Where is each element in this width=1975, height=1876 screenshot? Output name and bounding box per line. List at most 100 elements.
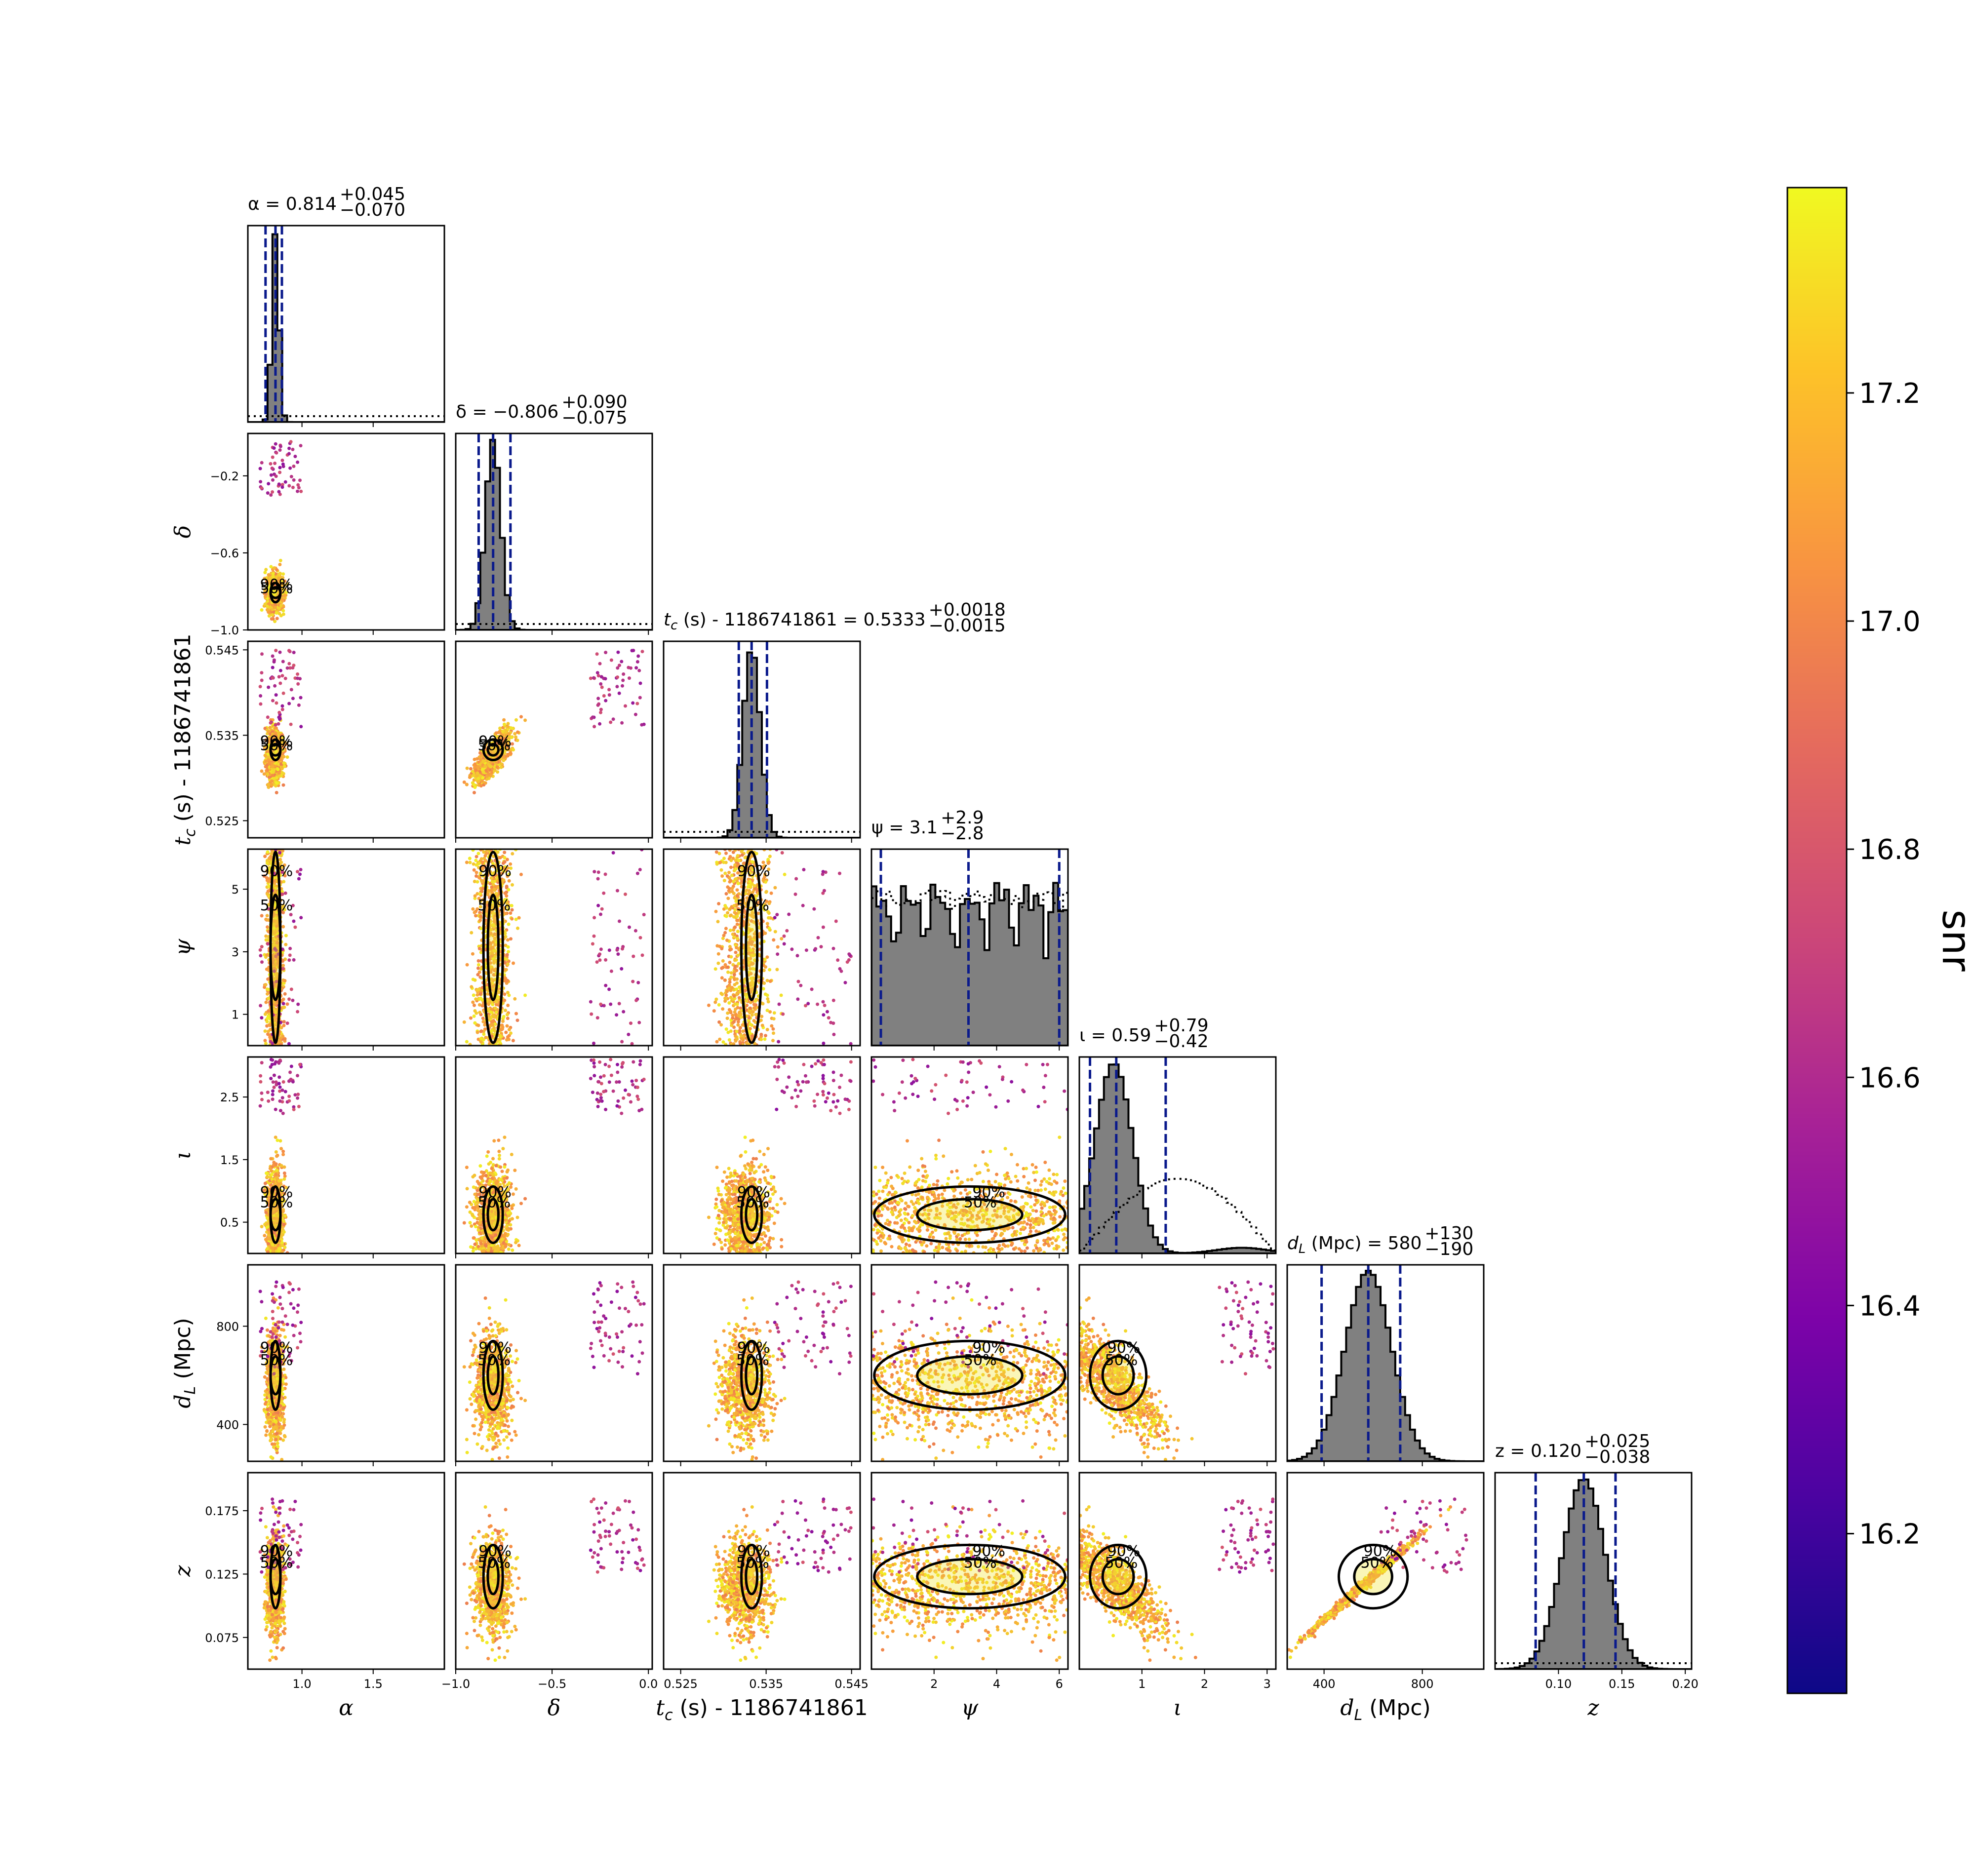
sample-point xyxy=(281,691,285,695)
sample-point xyxy=(510,904,514,907)
sample-point xyxy=(271,699,275,703)
sample-point xyxy=(476,780,480,783)
sample-point xyxy=(268,1035,272,1039)
sample-point xyxy=(299,696,303,700)
sample-point xyxy=(273,967,276,970)
sample-point xyxy=(293,925,297,929)
sample-point xyxy=(478,751,482,755)
sample-point xyxy=(299,444,303,448)
sample-point xyxy=(278,470,282,474)
y-tick-label: 3 xyxy=(232,945,239,959)
sample-point xyxy=(487,772,491,776)
sample-point xyxy=(492,916,496,920)
sample-point xyxy=(503,860,507,864)
sample-point xyxy=(280,598,284,602)
sample-point xyxy=(266,977,270,981)
sample-point xyxy=(502,1015,506,1018)
sample-point xyxy=(478,910,482,914)
sample-point xyxy=(599,675,603,679)
sample-point xyxy=(283,480,287,484)
sample-point xyxy=(502,718,506,722)
sample-point xyxy=(287,958,291,962)
sample-point xyxy=(477,861,481,865)
sample-point xyxy=(263,577,267,581)
sample-point xyxy=(462,780,466,784)
sample-point xyxy=(260,608,264,612)
sample-point xyxy=(503,856,507,860)
sample-point xyxy=(474,863,478,867)
sample-point xyxy=(604,983,608,987)
sample-point xyxy=(506,962,510,966)
sample-point xyxy=(265,892,269,896)
sample-point xyxy=(266,491,270,495)
sample-point xyxy=(506,754,510,758)
sample-point xyxy=(489,1010,493,1014)
sample-point xyxy=(636,654,640,658)
sample-point xyxy=(592,725,596,729)
sample-point xyxy=(599,947,603,951)
sample-point xyxy=(481,874,485,878)
sample-point xyxy=(267,907,271,911)
sample-point xyxy=(472,773,475,777)
sample-point xyxy=(515,1018,519,1022)
sample-point xyxy=(590,1012,593,1016)
sample-point xyxy=(471,1000,475,1004)
sample-point xyxy=(462,1020,466,1024)
sample-point xyxy=(296,870,299,874)
sample-point xyxy=(276,768,280,771)
sample-point xyxy=(490,771,494,775)
sample-point xyxy=(274,649,278,653)
sample-point xyxy=(271,957,275,961)
sample-point xyxy=(263,571,267,575)
sample-point xyxy=(476,765,480,769)
title-plus-tc: +0.0018 xyxy=(929,600,1006,620)
sample-point xyxy=(503,998,507,1002)
sample-point xyxy=(281,736,285,740)
sample-point xyxy=(509,752,513,755)
sample-point xyxy=(271,607,274,611)
sample-point xyxy=(497,731,501,735)
sample-point xyxy=(480,1004,484,1008)
sample-point xyxy=(620,1040,624,1044)
sample-point xyxy=(282,588,286,592)
sample-point xyxy=(272,660,276,664)
sample-point xyxy=(485,987,489,991)
sample-point xyxy=(634,998,638,1002)
sample-point xyxy=(274,726,277,730)
sample-point xyxy=(599,1002,603,1006)
sample-point xyxy=(278,1037,282,1041)
sample-point xyxy=(474,768,478,772)
sample-point xyxy=(617,691,621,695)
sample-point xyxy=(278,858,282,861)
sample-point xyxy=(516,926,519,930)
sample-point xyxy=(489,760,493,764)
sample-point xyxy=(287,484,291,488)
sample-point xyxy=(642,913,646,917)
sample-point xyxy=(299,489,303,493)
sample-point xyxy=(510,726,514,730)
sample-point xyxy=(277,482,281,486)
sample-point xyxy=(515,739,519,743)
sample-point xyxy=(258,948,262,952)
sample-point xyxy=(492,1026,496,1030)
sample-point xyxy=(273,777,276,781)
sample-point xyxy=(263,1012,267,1016)
sample-point xyxy=(510,917,514,921)
sample-point xyxy=(479,927,483,931)
sample-point xyxy=(618,919,621,923)
sample-point xyxy=(471,952,474,956)
sample-point xyxy=(506,1035,510,1039)
panel-frame xyxy=(247,432,445,631)
sample-point xyxy=(611,717,615,721)
sample-point xyxy=(287,702,291,705)
sample-point xyxy=(278,572,282,575)
sample-point xyxy=(507,1028,511,1031)
sample-point xyxy=(271,478,275,482)
sample-point xyxy=(510,736,514,740)
sample-point xyxy=(506,991,510,994)
sample-point xyxy=(267,1009,271,1013)
sample-point xyxy=(259,1004,263,1008)
sample-point xyxy=(283,874,287,878)
sample-point xyxy=(596,674,600,678)
sample-point xyxy=(502,742,506,746)
